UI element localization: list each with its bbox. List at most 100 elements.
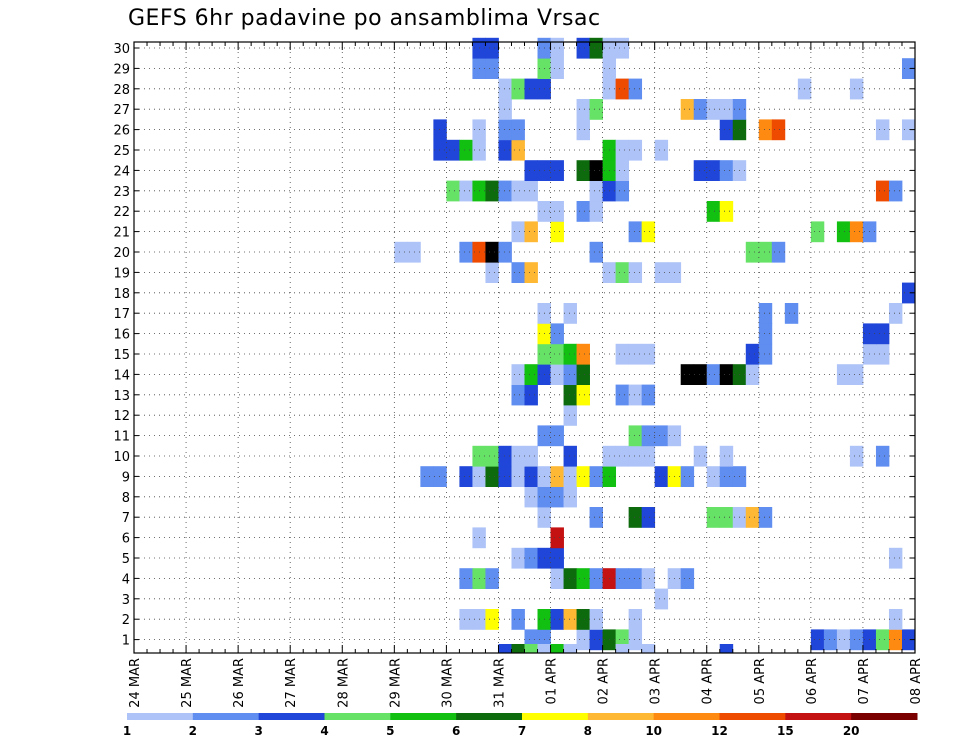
heatmap-cell	[550, 323, 564, 345]
heatmap-cell	[758, 507, 773, 528]
heatmap-cell	[576, 384, 590, 406]
heatmap-cell	[589, 568, 603, 589]
legend-swatch	[522, 713, 589, 720]
heatmap-cell	[524, 384, 538, 406]
x-tick-label: 29 MAR	[388, 658, 403, 708]
chart-title: GEFS 6hr padavine po ansamblima Vrsac	[128, 6, 601, 31]
x-tick-label: 31 MAR	[492, 658, 507, 708]
legend-swatch	[390, 713, 457, 720]
heatmap-cell	[641, 507, 656, 528]
heatmap-cell	[628, 507, 643, 528]
y-tick-label: 8	[122, 491, 130, 506]
heatmap-cell	[511, 119, 525, 141]
heatmap-cell	[719, 466, 734, 487]
heatmap-cell	[706, 507, 721, 528]
heatmap-cell	[524, 160, 538, 181]
heatmap-cell	[459, 180, 473, 202]
heatmap-cell	[706, 99, 721, 120]
legend-swatch	[719, 713, 786, 720]
x-tick-label: 27 MAR	[284, 658, 299, 708]
heatmap-cell	[576, 343, 590, 365]
heatmap-cell	[875, 323, 890, 345]
heatmap-cell	[485, 241, 499, 263]
heatmap-cell	[706, 160, 721, 181]
heatmap-cell	[875, 343, 890, 365]
heatmap-cell	[849, 364, 864, 385]
heatmap-cell	[823, 629, 838, 651]
heatmap-cell	[693, 364, 708, 385]
heatmap-cell	[875, 629, 890, 651]
heatmap-cell	[524, 445, 538, 467]
heatmap-cell	[511, 221, 525, 243]
heatmap-cell	[758, 119, 773, 141]
legend-label: 1	[123, 724, 131, 738]
y-tick-label: 11	[113, 430, 130, 445]
heatmap-cell	[849, 221, 864, 243]
heatmap-cell	[524, 364, 538, 385]
heatmap-cell	[628, 445, 643, 467]
legend-label: 4	[320, 724, 328, 738]
heatmap-cell	[680, 364, 695, 385]
y-tick-label: 19	[113, 266, 130, 281]
y-tick-label: 13	[113, 389, 130, 404]
legend-label: 10	[645, 724, 662, 738]
heatmap-cell	[485, 568, 499, 589]
heatmap-cell	[615, 384, 630, 406]
x-tick-label: 28 MAR	[336, 658, 351, 708]
y-tick-label: 29	[113, 62, 130, 77]
heatmap-cell	[524, 486, 538, 508]
heatmap-cell	[589, 609, 603, 630]
heatmap-cell	[550, 568, 564, 589]
legend-label: 5	[386, 724, 394, 738]
heatmap-cell	[433, 466, 447, 487]
legend-label: 3	[254, 724, 262, 738]
heatmap-cell	[680, 466, 695, 487]
x-tick-label: 25 MAR	[180, 658, 195, 708]
heatmap-cell	[641, 221, 656, 243]
legend-label: 20	[843, 724, 860, 738]
y-tick-label: 4	[122, 572, 130, 587]
heatmap-cell	[576, 99, 590, 120]
legend-label: 12	[711, 724, 728, 738]
legend-label: 2	[189, 724, 197, 738]
heatmap-cell	[511, 384, 525, 406]
heatmap-cell	[550, 58, 564, 79]
heatmap-cell	[433, 119, 447, 141]
heatmap-cell	[628, 343, 643, 365]
heatmap-cell	[550, 37, 564, 59]
heatmap-cell	[485, 262, 499, 283]
heatmap-cell	[563, 466, 577, 487]
y-tick-label: 23	[113, 185, 130, 200]
heatmap-cell	[745, 241, 760, 263]
x-tick-label: 06 APR	[805, 658, 820, 704]
y-tick-label: 7	[122, 511, 130, 526]
heatmap-cell	[550, 466, 564, 487]
heatmap-cell	[550, 609, 564, 630]
heatmap-cell	[524, 644, 538, 653]
heatmap-cell	[550, 644, 564, 653]
heatmap-cell	[563, 405, 577, 426]
heatmap-cell	[654, 588, 669, 610]
heatmap-cell	[810, 629, 825, 651]
heatmap-cell	[485, 466, 499, 487]
legend-label: 15	[777, 724, 794, 738]
heatmap-cell	[615, 37, 630, 59]
heatmap-cell	[615, 445, 630, 467]
heatmap-cell	[745, 343, 760, 365]
y-tick-label: 20	[113, 246, 130, 261]
heatmap-cell	[563, 644, 577, 653]
heatmap-cell	[628, 568, 643, 589]
heatmap-cell	[758, 343, 773, 365]
heatmap-cell	[888, 180, 903, 202]
heatmap-cell	[524, 78, 538, 100]
y-tick-label: 28	[113, 83, 130, 98]
heatmap-cell	[420, 466, 434, 487]
heatmap-cell	[485, 180, 499, 202]
heatmap-cell	[706, 201, 721, 222]
heatmap-cell	[576, 609, 590, 630]
heatmap-cell	[576, 364, 590, 385]
heatmap-cell	[680, 99, 695, 120]
heatmap-cell	[589, 37, 603, 59]
y-tick-label: 17	[113, 307, 130, 322]
heatmap-cell	[875, 180, 890, 202]
